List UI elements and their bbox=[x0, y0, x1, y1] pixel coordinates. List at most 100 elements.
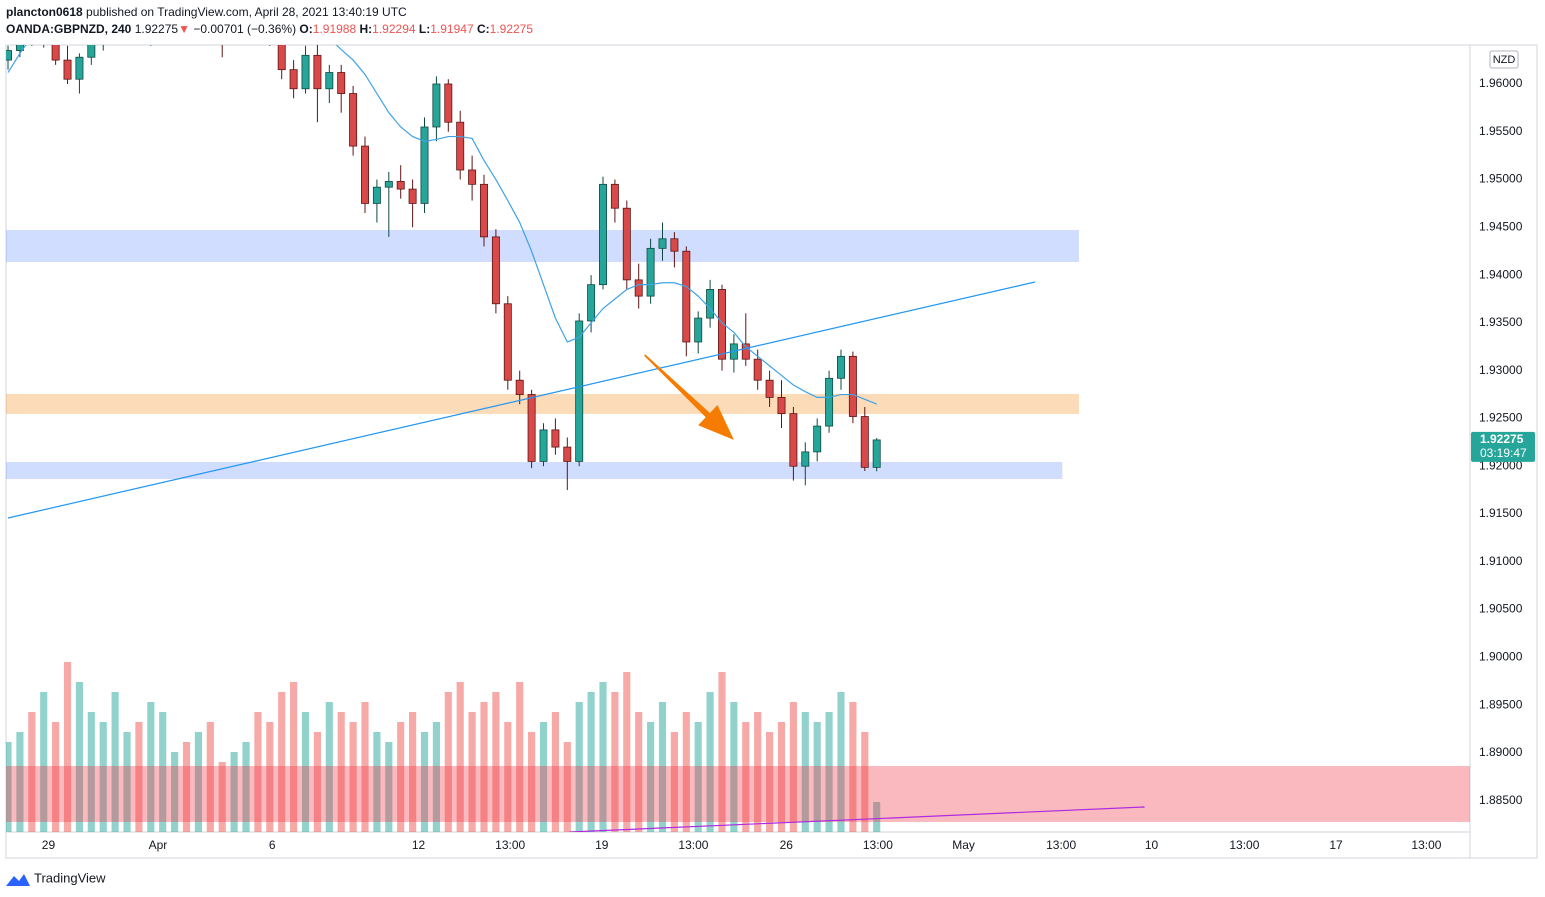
candle-body bbox=[694, 317, 703, 343]
symbol: OANDA:GBPNZD, 240 bbox=[6, 22, 132, 36]
volume-bar bbox=[266, 722, 274, 832]
y-tick-label: 1.96000 bbox=[1479, 76, 1523, 90]
candle-body bbox=[231, 9, 238, 26]
volume-bar bbox=[206, 722, 214, 832]
volume-bar bbox=[587, 692, 595, 832]
volume-bar bbox=[349, 722, 357, 832]
candle-body bbox=[112, 15, 119, 26]
volume-bar bbox=[563, 742, 571, 832]
price-tag-countdown: 03:19:47 bbox=[1480, 446, 1527, 460]
candle-body bbox=[551, 429, 560, 448]
volume-bar bbox=[6, 742, 12, 832]
x-tick-label: 10 bbox=[1145, 838, 1159, 852]
candle-body bbox=[183, 0, 190, 8]
candle-body bbox=[372, 186, 381, 204]
y-tick-label: 1.88500 bbox=[1479, 793, 1523, 807]
candle-body bbox=[539, 429, 548, 462]
candle-body bbox=[63, 59, 72, 80]
candle-body bbox=[480, 183, 488, 238]
candle-body bbox=[491, 236, 500, 305]
candle-body bbox=[515, 379, 524, 395]
candle-body bbox=[301, 54, 310, 90]
x-tick-label: 13:00 bbox=[1046, 838, 1076, 852]
candle-body bbox=[837, 355, 845, 379]
volume-bar bbox=[528, 732, 536, 832]
candle-body bbox=[610, 183, 619, 209]
candle-body bbox=[349, 93, 358, 147]
candle-body bbox=[325, 72, 334, 90]
volume-bar bbox=[40, 692, 48, 832]
o-label: O: bbox=[299, 22, 313, 36]
volume-bar bbox=[242, 742, 250, 832]
volume-bar bbox=[706, 692, 714, 832]
x-tick-label: 19 bbox=[595, 838, 609, 852]
volume-bar bbox=[230, 752, 238, 832]
volume-bar bbox=[504, 722, 512, 832]
arrow bbox=[644, 354, 734, 440]
candle-body bbox=[825, 377, 834, 427]
candle-body bbox=[51, 45, 60, 61]
moving-average bbox=[7, 45, 877, 405]
candle-body bbox=[777, 397, 786, 415]
y-tick-label: 1.93500 bbox=[1479, 315, 1523, 329]
volume-bar bbox=[718, 672, 726, 832]
candle-body bbox=[622, 207, 631, 281]
volume-bar bbox=[813, 722, 821, 832]
y-tick-label: 1.89000 bbox=[1479, 745, 1523, 759]
logo: TradingView bbox=[6, 870, 106, 886]
volume-bar bbox=[754, 712, 762, 832]
candle-body bbox=[195, 0, 202, 8]
volume-bar bbox=[825, 712, 833, 832]
candle-body bbox=[670, 238, 679, 252]
candle-body bbox=[135, 8, 142, 32]
volume-bar bbox=[99, 722, 107, 832]
volume-bar bbox=[670, 732, 678, 832]
trend-line bbox=[7, 281, 1036, 519]
x-tick-label: Apr bbox=[149, 838, 168, 852]
volume-bar bbox=[123, 732, 131, 832]
y-tick-label: 1.94500 bbox=[1479, 219, 1523, 233]
candle-body bbox=[87, 45, 96, 58]
y-tick-label: 1.90000 bbox=[1479, 649, 1523, 663]
volume-bar bbox=[551, 712, 559, 832]
volume-bar bbox=[480, 702, 488, 832]
y-tick-label: 1.95000 bbox=[1479, 172, 1523, 186]
volume-bar bbox=[147, 702, 155, 832]
x-tick-label: 13:00 bbox=[1229, 838, 1259, 852]
y-tick-label: 1.94000 bbox=[1479, 267, 1523, 281]
volume-bar bbox=[28, 712, 36, 832]
price-tag bbox=[1471, 431, 1535, 462]
candle-body bbox=[408, 188, 417, 204]
h: 1.92294 bbox=[372, 22, 416, 36]
volume-bar bbox=[694, 722, 702, 832]
x-tick-label: 13:00 bbox=[863, 838, 893, 852]
currency: NZD bbox=[1493, 54, 1516, 66]
volume-bar bbox=[611, 692, 619, 832]
currency-box bbox=[1489, 50, 1519, 69]
candle-body bbox=[75, 56, 84, 80]
direction: ▼ bbox=[178, 22, 190, 36]
candle-body bbox=[634, 279, 643, 297]
trend-line bbox=[569, 806, 1145, 832]
candle-body bbox=[682, 250, 691, 343]
volume-bar bbox=[468, 712, 476, 832]
last: 1.92275 bbox=[134, 22, 179, 36]
x-tick-label: 17 bbox=[1329, 838, 1343, 852]
h-label: H: bbox=[359, 22, 373, 36]
x-tick-label: May bbox=[952, 838, 975, 852]
volume-bar bbox=[658, 702, 667, 832]
volume-bar bbox=[325, 702, 333, 832]
volume-bar bbox=[373, 732, 381, 832]
candle-body bbox=[147, 22, 154, 32]
volume-bar bbox=[456, 682, 464, 832]
zone bbox=[6, 462, 1063, 480]
symbol-info: OANDA:GBPNZD, 240 1.92275▼ −0.00701 (−0.… bbox=[6, 22, 533, 36]
l-label: L: bbox=[418, 22, 431, 36]
volume-bar bbox=[385, 742, 393, 832]
volume-bar bbox=[87, 712, 95, 832]
volume-bar bbox=[361, 702, 369, 832]
volume-bar bbox=[63, 662, 72, 832]
frame bbox=[5, 44, 1538, 859]
y-tick-label: 1.90500 bbox=[1479, 602, 1523, 616]
